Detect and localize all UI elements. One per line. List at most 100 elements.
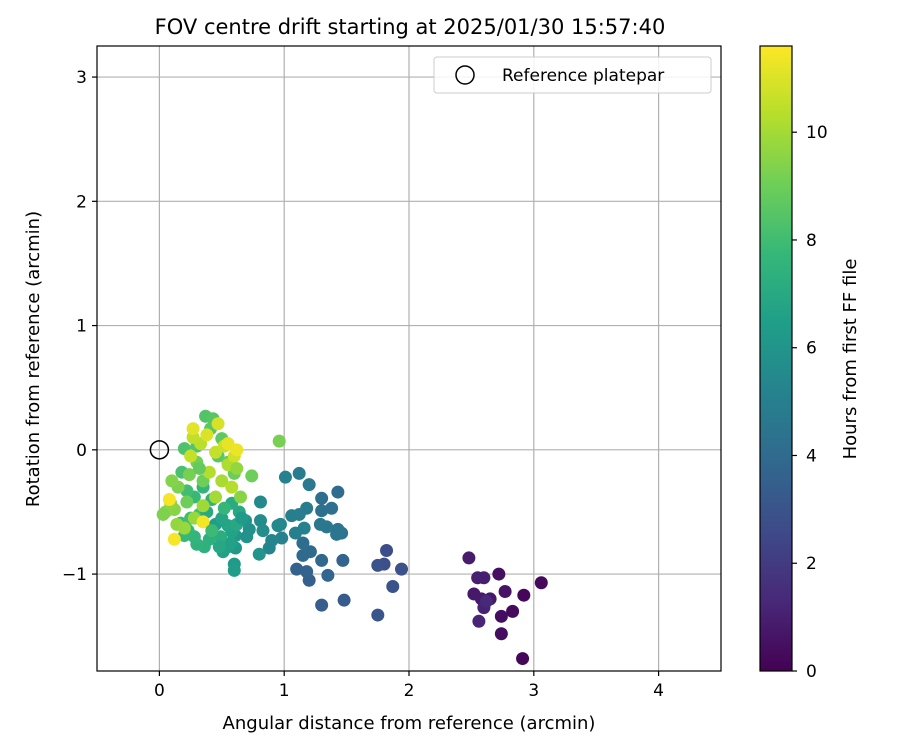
x-tick-label: 4 <box>653 681 664 701</box>
data-point <box>217 501 231 515</box>
x-tick-label: 1 <box>279 681 290 701</box>
data-point <box>165 474 179 488</box>
data-point <box>472 614 486 628</box>
data-point <box>331 485 345 499</box>
data-point <box>230 461 244 475</box>
data-point <box>302 478 316 492</box>
colorbar-gradient <box>759 45 793 672</box>
colorbar: 0 2 4 6 8 10 Hours from first FF file <box>759 45 861 682</box>
data-point <box>196 515 210 529</box>
legend[interactable]: Reference platepar <box>433 56 712 94</box>
data-point <box>467 587 481 601</box>
data-point <box>336 553 350 567</box>
data-point <box>315 598 329 612</box>
x-axis-label: Angular distance from reference (arcmin) <box>223 713 596 734</box>
data-point <box>215 474 229 488</box>
data-point <box>315 553 329 567</box>
data-point <box>167 532 181 546</box>
data-point <box>315 491 329 505</box>
legend-marker-icon <box>455 65 475 85</box>
data-point <box>395 562 409 576</box>
data-point <box>477 571 491 585</box>
data-point <box>303 545 317 559</box>
data-point <box>182 468 196 482</box>
data-point <box>253 514 267 528</box>
data-point <box>300 565 314 579</box>
data-point <box>516 652 530 666</box>
data-point <box>256 524 270 538</box>
data-point <box>371 558 385 572</box>
data-point <box>245 469 259 483</box>
data-point <box>494 627 508 641</box>
colorbar-tick-label: 6 <box>806 339 817 359</box>
legend-box <box>433 56 712 94</box>
data-point <box>271 519 285 533</box>
data-point <box>315 504 329 518</box>
data-point <box>292 466 306 480</box>
data-point <box>209 490 223 504</box>
data-point <box>186 422 200 436</box>
data-point <box>180 495 194 509</box>
colorbar-tick-label: 10 <box>806 123 828 143</box>
data-point <box>215 511 229 525</box>
chart-title: FOV centre drift starting at 2025/01/30 … <box>155 15 666 39</box>
x-axis-ticks: 0 1 2 3 4 <box>154 671 664 701</box>
data-point <box>331 522 345 536</box>
x-tick-label: 3 <box>528 681 539 701</box>
legend-entry-label: Reference platepar <box>502 66 664 86</box>
data-point <box>253 495 267 509</box>
data-point <box>177 521 191 535</box>
colorbar-tick-label: 4 <box>806 446 817 466</box>
colorbar-tick-label: 0 <box>806 662 817 682</box>
data-point <box>162 493 176 507</box>
data-point <box>225 480 239 494</box>
data-point <box>285 509 299 523</box>
y-tick-label: 0 <box>76 441 87 461</box>
data-point <box>492 567 506 581</box>
x-tick-label: 2 <box>404 681 415 701</box>
data-point <box>380 543 394 557</box>
data-point <box>479 594 493 608</box>
data-point <box>517 588 531 602</box>
reference-point-marker <box>149 440 170 460</box>
data-points <box>156 409 548 666</box>
data-point <box>227 563 241 577</box>
data-point <box>297 521 311 535</box>
colorbar-label: Hours from first FF file <box>840 259 861 460</box>
data-point <box>205 524 219 538</box>
data-point <box>462 551 476 565</box>
data-point <box>230 443 244 457</box>
data-point <box>386 580 400 594</box>
data-point <box>196 499 210 513</box>
data-point <box>262 541 276 555</box>
data-point <box>325 501 339 515</box>
y-tick-label: 1 <box>76 317 87 337</box>
data-point <box>313 517 327 531</box>
colorbar-tick-label: 2 <box>806 554 817 574</box>
data-point <box>156 507 170 521</box>
data-point <box>296 536 310 550</box>
y-tick-label: 3 <box>76 68 87 88</box>
data-point <box>192 461 206 475</box>
data-point <box>234 490 248 504</box>
data-point <box>534 576 548 590</box>
data-point <box>506 604 520 618</box>
data-point <box>224 536 238 550</box>
data-point <box>235 511 249 525</box>
data-point <box>321 568 335 582</box>
data-point <box>337 593 351 607</box>
data-point <box>494 609 508 623</box>
data-point <box>200 428 214 442</box>
data-point <box>272 434 286 448</box>
y-axis-ticks: −1 0 1 2 3 <box>62 68 97 585</box>
colorbar-tick-label: 8 <box>806 231 817 251</box>
y-axis-label: Rotation from reference (arcmin) <box>23 211 44 507</box>
plot-area <box>96 45 722 672</box>
data-point <box>275 531 289 545</box>
grid-lines <box>97 46 721 671</box>
data-point <box>212 540 226 554</box>
colorbar-ticks: 0 2 4 6 8 10 <box>792 123 828 682</box>
data-point <box>202 465 216 479</box>
data-point <box>290 562 304 576</box>
